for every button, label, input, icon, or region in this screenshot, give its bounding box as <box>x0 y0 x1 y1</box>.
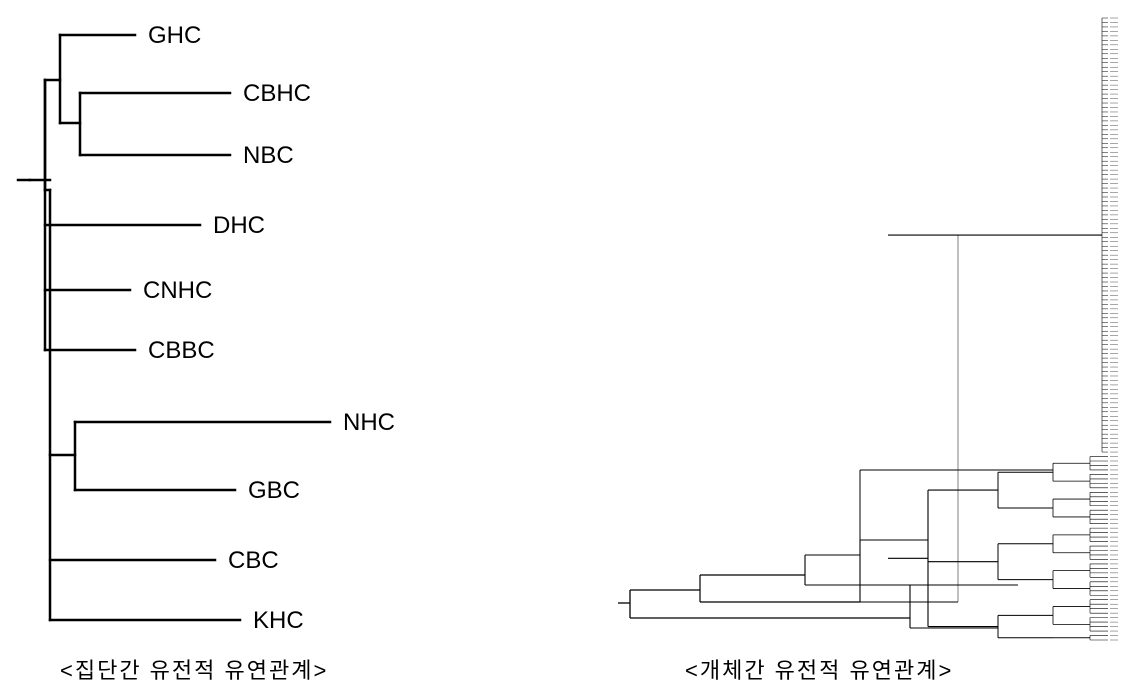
leaf-label-cbbc: CBBC <box>148 337 215 365</box>
leaf-label-ghc: GHC <box>148 22 201 50</box>
leaf-label-khc: KHC <box>253 607 304 635</box>
leaf-label-cnhc: CNHC <box>143 277 212 305</box>
left-tree-panel: GHC CBHC NBC DHC CNHC CBBC NHC GBC CBC KHC <집단간 유… <box>0 0 560 697</box>
leaf-label-dhc: DHC <box>213 212 265 240</box>
right-caption: <개체간 유전적 유연관계> <box>685 653 953 685</box>
leaf-label-cbc: CBC <box>228 547 279 575</box>
leaf-label-nbc: NBC <box>243 142 294 170</box>
leaf-label-nhc: NHC <box>343 409 395 437</box>
right-tree-panel: <개체간 유전적 유연관계> <box>560 0 1138 697</box>
leaf-label-cbhc: CBHC <box>243 80 311 108</box>
individual-tree-svg <box>560 0 1138 660</box>
left-caption: <집단간 유전적 유연관계> <box>60 653 328 685</box>
leaf-label-gbc: GBC <box>248 477 300 505</box>
